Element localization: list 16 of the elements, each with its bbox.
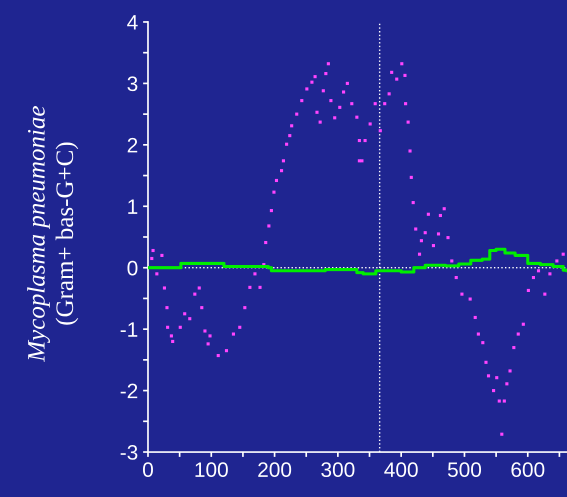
x-tick-label: 600 [511,462,544,478]
x-tick-label: 200 [258,462,292,478]
x-tick-label: 100 [195,462,228,478]
y-tick-label: -1 [120,322,138,337]
y-tick-label: 3 [127,76,138,92]
x-tick-label: 500 [448,462,482,478]
y-tick-label: -2 [120,384,138,398]
x-tick-label: 400 [384,462,418,478]
y-tick-label: 1 [128,199,138,214]
x-tick-label: 0 [143,462,153,478]
x-tick-label: 300 [321,462,354,478]
y-tick-label: 2 [128,138,138,152]
y-tick-label: 0 [127,260,138,276]
y-tick-label: 4 [127,15,138,30]
y-axis-title: Mycoplasma pneumoniae (Gram+ bas-G+C) [27,106,78,362]
y-tick-label: -3 [120,445,138,460]
